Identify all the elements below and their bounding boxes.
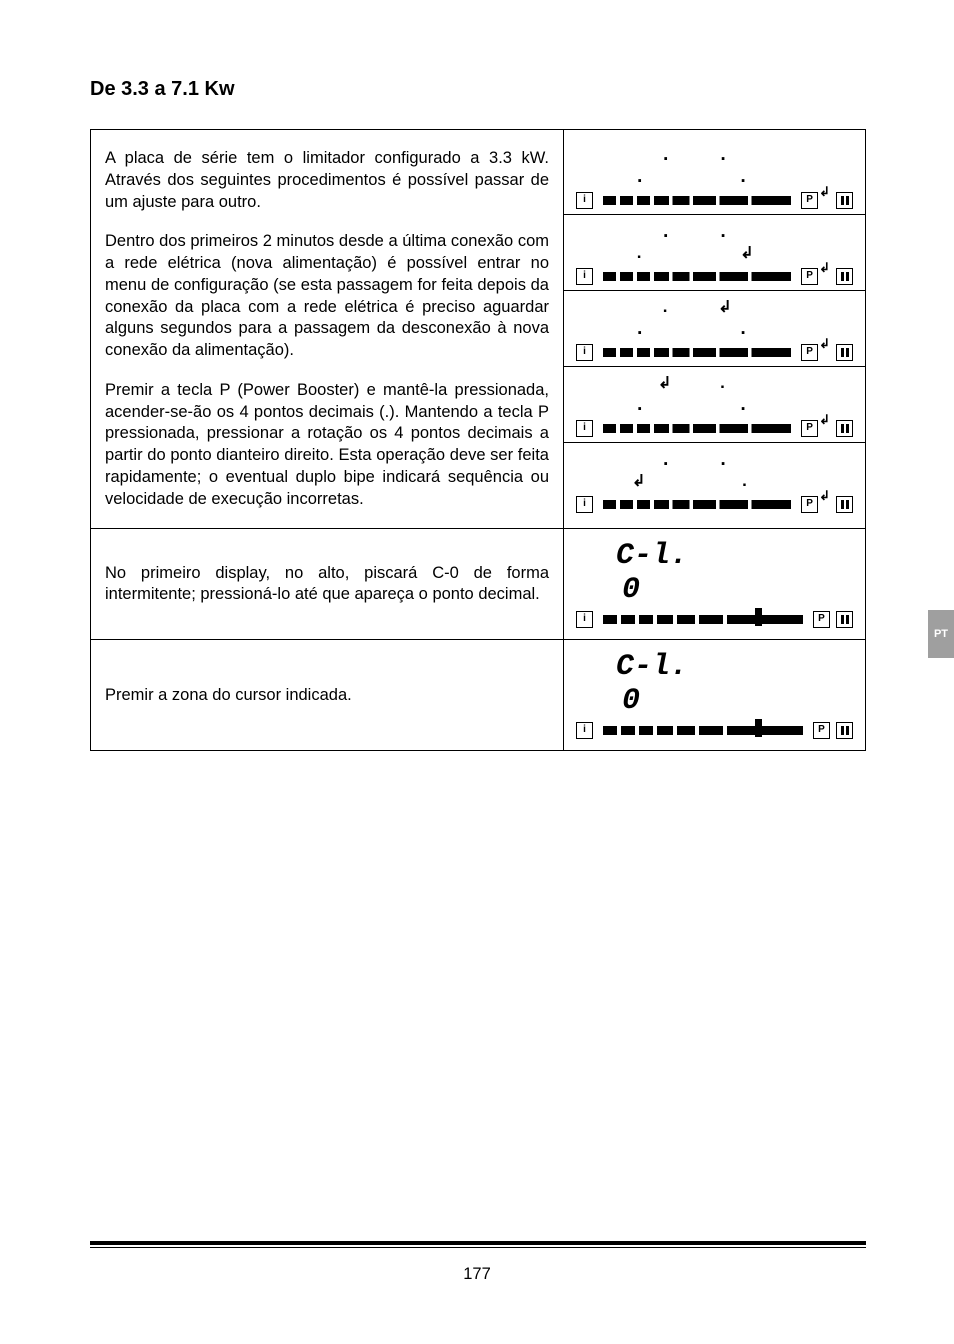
paragraph: Premir a zona do cursor indicada. <box>105 685 549 707</box>
slider-track <box>603 726 803 735</box>
slider-track <box>603 500 791 509</box>
enter-icon: ↲ <box>819 336 830 352</box>
power-icon: P <box>801 268 818 285</box>
info-icon: i <box>576 722 593 739</box>
content-table: A placa de série tem o limitador configu… <box>90 129 866 751</box>
table-row: No primeiro display, no alto, piscará C-… <box>91 529 865 640</box>
slider-track <box>603 615 803 624</box>
language-tab: PT <box>928 610 954 658</box>
control-row: i P↲ <box>564 340 865 364</box>
control-row: i P↲ <box>564 188 865 212</box>
panel: .↲ .. i P↲ <box>564 293 865 364</box>
text-cell: A placa de série tem o limitador configu… <box>91 130 563 528</box>
info-icon: i <box>576 496 593 513</box>
seven-seg-bottom: 0 <box>564 573 865 607</box>
pause-icon <box>836 611 853 628</box>
table-row: Premir a zona do cursor indicada. C-l. 0… <box>91 640 865 750</box>
control-row: i P↲ <box>564 416 865 440</box>
enter-icon: ↲ <box>819 260 830 276</box>
panel: .. ↲. i P↲ <box>564 445 865 516</box>
display-dots-top: ↲. <box>564 373 865 394</box>
control-row: i P <box>564 607 865 631</box>
slider-track <box>603 196 791 205</box>
enter-icon: ↲ <box>819 488 830 504</box>
enter-icon: ↲ <box>819 412 830 428</box>
info-icon: i <box>576 611 593 628</box>
pause-icon <box>836 344 853 361</box>
page-heading: De 3.3 a 7.1 Kw <box>90 78 866 101</box>
diagram-cell: C-l. 0 i P <box>563 640 865 750</box>
pause-icon <box>836 496 853 513</box>
display-dots-top: .. <box>564 221 865 243</box>
panel: .. .. i P↲ <box>564 140 865 212</box>
panel: .. .↲ i P↲ <box>564 217 865 288</box>
seven-seg-bottom: 0 <box>564 684 865 718</box>
power-icon: P <box>801 496 818 513</box>
table-row: A placa de série tem o limitador configu… <box>91 130 865 529</box>
paragraph: No primeiro display, no alto, piscará C-… <box>105 563 549 607</box>
pause-icon <box>836 722 853 739</box>
pause-icon <box>836 420 853 437</box>
panel: ↲. .. i P↲ <box>564 369 865 440</box>
power-icon: P <box>801 420 818 437</box>
paragraph: Dentro dos primeiros 2 minutos desde a ú… <box>105 231 549 362</box>
pause-icon <box>836 192 853 209</box>
info-icon: i <box>576 344 593 361</box>
display-dots-top: .. <box>564 449 865 471</box>
control-row: i P↲ <box>564 264 865 288</box>
slider-track <box>603 348 791 357</box>
display-dots-top: .↲ <box>564 297 865 318</box>
control-row: i P <box>564 718 865 742</box>
paragraph: Premir a tecla P (Power Booster) e mantê… <box>105 380 549 511</box>
info-icon: i <box>576 192 593 209</box>
diagram-cell: C-l. 0 i P <box>563 529 865 639</box>
pause-icon <box>836 268 853 285</box>
seven-seg-top: C-l. <box>564 539 865 573</box>
seven-seg-top: C-l. <box>564 650 865 684</box>
slider-track <box>603 272 791 281</box>
display-dots-top: .. <box>564 144 865 166</box>
power-icon: P <box>801 192 818 209</box>
info-icon: i <box>576 268 593 285</box>
enter-icon: ↲ <box>819 184 830 200</box>
power-icon: P <box>813 722 830 739</box>
page-number: 177 <box>0 1265 954 1284</box>
info-icon: i <box>576 420 593 437</box>
power-icon: P <box>801 344 818 361</box>
slider-track <box>603 424 791 433</box>
control-row: i P↲ <box>564 492 865 516</box>
diagram-cell: .. .. i P↲ .. .↲ <box>563 130 865 528</box>
footer-rule <box>90 1241 866 1248</box>
paragraph: A placa de série tem o limitador configu… <box>105 148 549 213</box>
power-icon: P <box>813 611 830 628</box>
text-cell: Premir a zona do cursor indicada. <box>91 640 563 750</box>
text-cell: No primeiro display, no alto, piscará C-… <box>91 529 563 639</box>
